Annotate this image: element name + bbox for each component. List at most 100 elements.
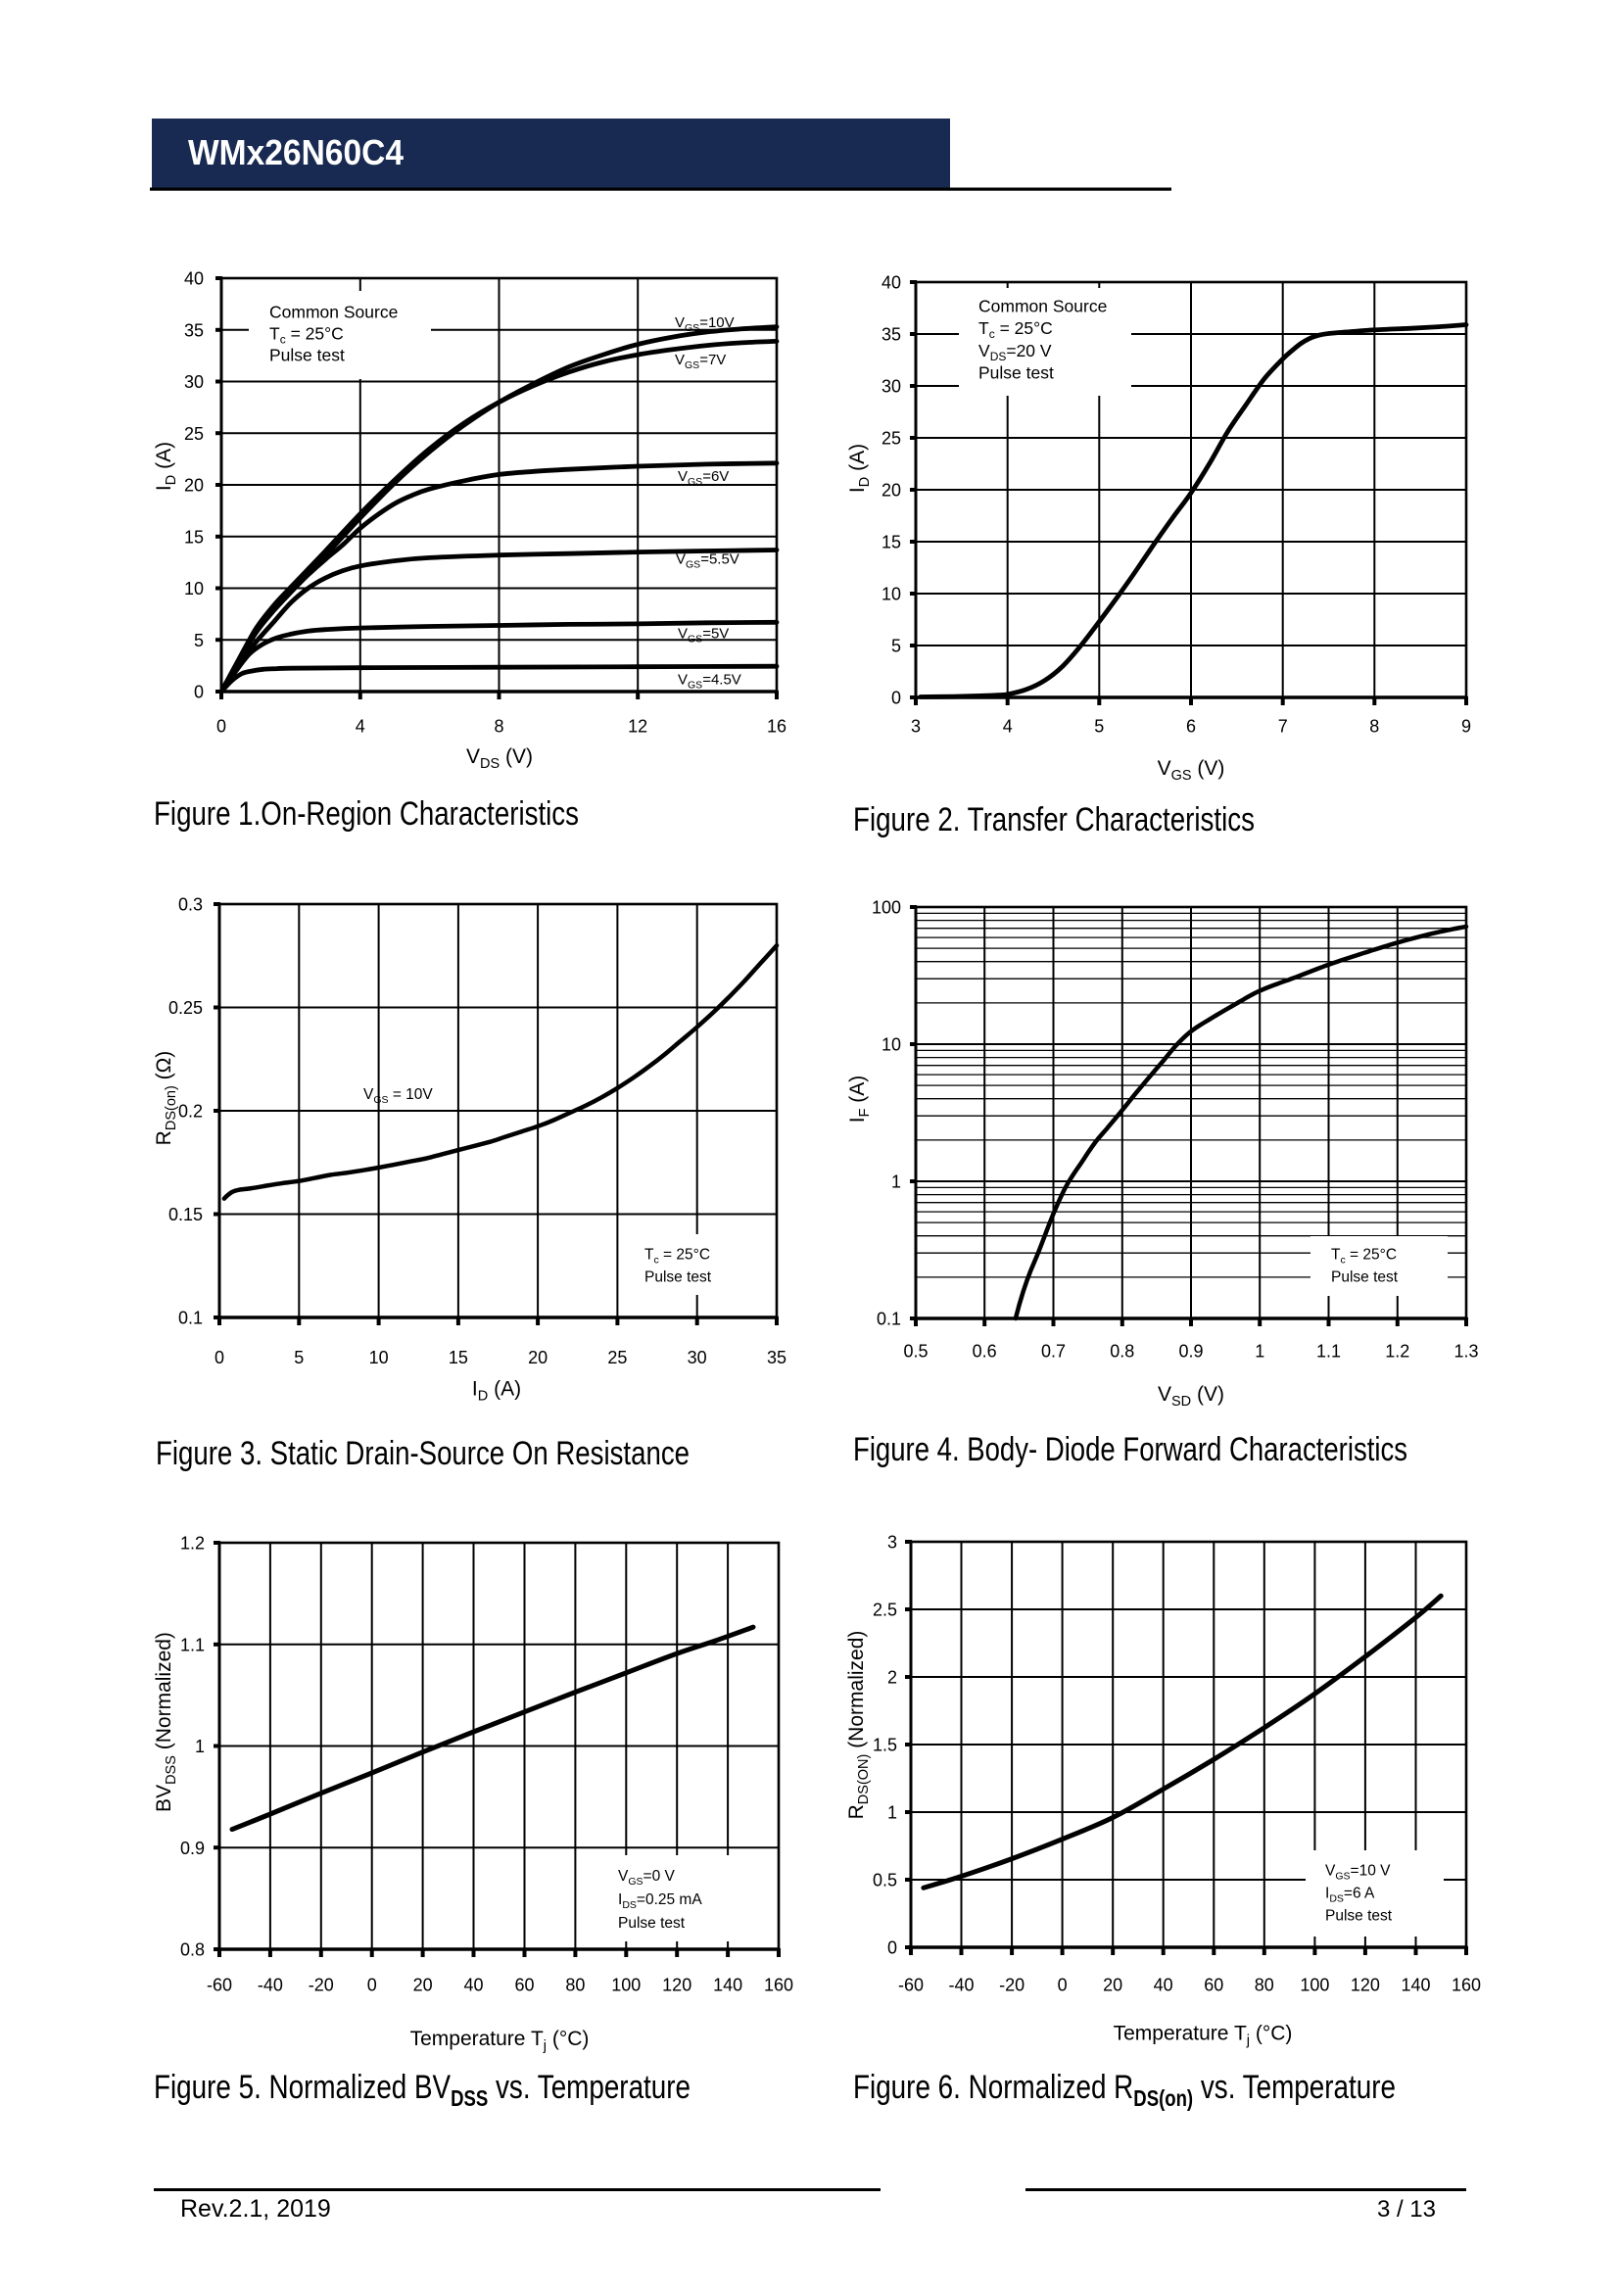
svg-text:IDS=0.25 mA: IDS=0.25 mA (618, 1891, 702, 1911)
svg-text:Rev.2.1, 2019: Rev.2.1, 2019 (180, 2195, 331, 2223)
svg-text:12: 12 (628, 717, 647, 737)
svg-text:0.1: 0.1 (178, 1309, 203, 1328)
svg-text:4: 4 (1003, 717, 1013, 737)
svg-text:1: 1 (887, 1803, 897, 1823)
svg-text:0: 0 (1058, 1976, 1068, 1995)
svg-text:15: 15 (881, 533, 901, 552)
svg-text:5: 5 (194, 631, 204, 650)
svg-text:40: 40 (881, 273, 901, 293)
svg-text:-60: -60 (898, 1976, 924, 1995)
svg-text:140: 140 (1401, 1976, 1430, 1995)
svg-text:0: 0 (194, 683, 204, 702)
svg-text:Figure 3. Static Drain-Source: Figure 3. Static Drain-Source On Resista… (156, 1435, 690, 1472)
svg-text:80: 80 (1255, 1976, 1274, 1995)
svg-text:-20: -20 (999, 1976, 1024, 1995)
svg-text:Figure 5. Normalized BVDSS vs.: Figure 5. Normalized BVDSS vs. Temperatu… (154, 2069, 691, 2111)
svg-text:1: 1 (891, 1172, 901, 1192)
svg-text:20: 20 (413, 1976, 433, 1995)
svg-text:Figure 1.On-Region Characteris: Figure 1.On-Region Characteristics (154, 795, 579, 833)
svg-text:5: 5 (294, 1348, 304, 1367)
svg-text:2: 2 (887, 1668, 897, 1688)
svg-text:30: 30 (881, 377, 901, 397)
svg-text:0.8: 0.8 (1110, 1342, 1134, 1362)
svg-text:BVDSS (Normalized): BVDSS (Normalized) (153, 1632, 179, 1812)
svg-text:120: 120 (1351, 1976, 1380, 1995)
svg-text:Pulse test: Pulse test (1325, 1908, 1393, 1925)
svg-text:0.5: 0.5 (903, 1342, 928, 1362)
svg-text:Tc = 25°C: Tc = 25°C (978, 318, 1053, 341)
svg-text:35: 35 (767, 1348, 786, 1367)
svg-text:Pulse test: Pulse test (618, 1915, 686, 1932)
svg-text:1.1: 1.1 (180, 1635, 205, 1654)
svg-text:160: 160 (1452, 1976, 1481, 1995)
svg-text:120: 120 (662, 1976, 691, 1995)
svg-text:0.3: 0.3 (178, 895, 203, 915)
svg-text:0: 0 (891, 689, 901, 708)
svg-text:8: 8 (1369, 717, 1379, 737)
svg-text:Tc = 25°C: Tc = 25°C (269, 324, 344, 347)
svg-text:16: 16 (767, 717, 786, 737)
svg-text:80: 80 (565, 1976, 585, 1995)
svg-text:Figure 6. Normalized RDS(on) v: Figure 6. Normalized RDS(on) vs. Tempera… (853, 2069, 1396, 2111)
svg-text:5: 5 (891, 637, 901, 656)
svg-text:40: 40 (1154, 1976, 1173, 1995)
svg-text:4: 4 (356, 717, 365, 737)
svg-text:140: 140 (713, 1976, 742, 1995)
svg-text:0.7: 0.7 (1041, 1342, 1066, 1362)
svg-text:1.5: 1.5 (873, 1736, 897, 1755)
svg-text:6: 6 (1186, 717, 1196, 737)
svg-text:0: 0 (887, 1938, 897, 1958)
svg-text:15: 15 (449, 1348, 468, 1367)
svg-text:160: 160 (764, 1976, 793, 1995)
svg-text:0.5: 0.5 (873, 1871, 897, 1890)
svg-text:0.9: 0.9 (1178, 1342, 1203, 1362)
svg-text:30: 30 (184, 372, 204, 392)
svg-text:3: 3 (887, 1533, 897, 1553)
svg-text:20: 20 (881, 481, 901, 501)
svg-text:Pulse test: Pulse test (269, 346, 345, 365)
svg-text:7: 7 (1278, 717, 1288, 737)
svg-text:35: 35 (881, 325, 901, 345)
svg-text:0.9: 0.9 (180, 1839, 205, 1858)
svg-text:0: 0 (216, 717, 226, 737)
svg-text:1.1: 1.1 (1316, 1342, 1341, 1362)
svg-text:1.2: 1.2 (180, 1534, 205, 1554)
svg-text:0.25: 0.25 (168, 998, 203, 1018)
svg-text:10: 10 (184, 579, 204, 598)
svg-text:ID (A): ID (A) (153, 442, 179, 491)
svg-text:100: 100 (611, 1976, 641, 1995)
svg-text:0: 0 (367, 1976, 377, 1995)
svg-text:Temperature Tj (°C): Temperature Tj (°C) (410, 2028, 590, 2054)
svg-text:5: 5 (1094, 717, 1104, 737)
svg-text:40: 40 (184, 269, 204, 289)
svg-text:Tc = 25°C: Tc = 25°C (644, 1247, 710, 1267)
svg-text:WMx26N60C4: WMx26N60C4 (188, 132, 404, 172)
svg-text:10: 10 (881, 585, 901, 604)
svg-text:0: 0 (214, 1348, 224, 1367)
svg-text:-60: -60 (207, 1976, 232, 1995)
svg-text:Pulse test: Pulse test (1331, 1269, 1399, 1286)
svg-text:10: 10 (369, 1348, 389, 1367)
svg-text:Common Source: Common Source (978, 297, 1107, 316)
svg-text:8: 8 (494, 717, 503, 737)
svg-text:20: 20 (528, 1348, 548, 1367)
svg-text:60: 60 (1204, 1976, 1223, 1995)
svg-text:1.3: 1.3 (1453, 1342, 1478, 1362)
svg-text:VDS (V): VDS (V) (466, 745, 533, 772)
svg-text:Pulse test: Pulse test (978, 363, 1054, 383)
svg-text:25: 25 (184, 424, 204, 444)
svg-text:VGS (V): VGS (V) (1158, 757, 1225, 784)
svg-text:1: 1 (195, 1737, 205, 1756)
svg-text:-40: -40 (948, 1976, 974, 1995)
svg-text:30: 30 (688, 1348, 707, 1367)
svg-text:-20: -20 (309, 1976, 334, 1995)
svg-text:35: 35 (184, 320, 204, 340)
svg-text:VSD (V): VSD (V) (1158, 1383, 1224, 1410)
svg-text:3: 3 (911, 717, 921, 737)
svg-text:0.15: 0.15 (168, 1205, 203, 1224)
svg-text:Figure 4. Body- Diode Forward: Figure 4. Body- Diode Forward Characteri… (853, 1431, 1407, 1468)
svg-text:100: 100 (1300, 1976, 1329, 1995)
svg-text:9: 9 (1461, 717, 1471, 737)
svg-text:40: 40 (463, 1976, 483, 1995)
svg-text:25: 25 (881, 429, 901, 449)
